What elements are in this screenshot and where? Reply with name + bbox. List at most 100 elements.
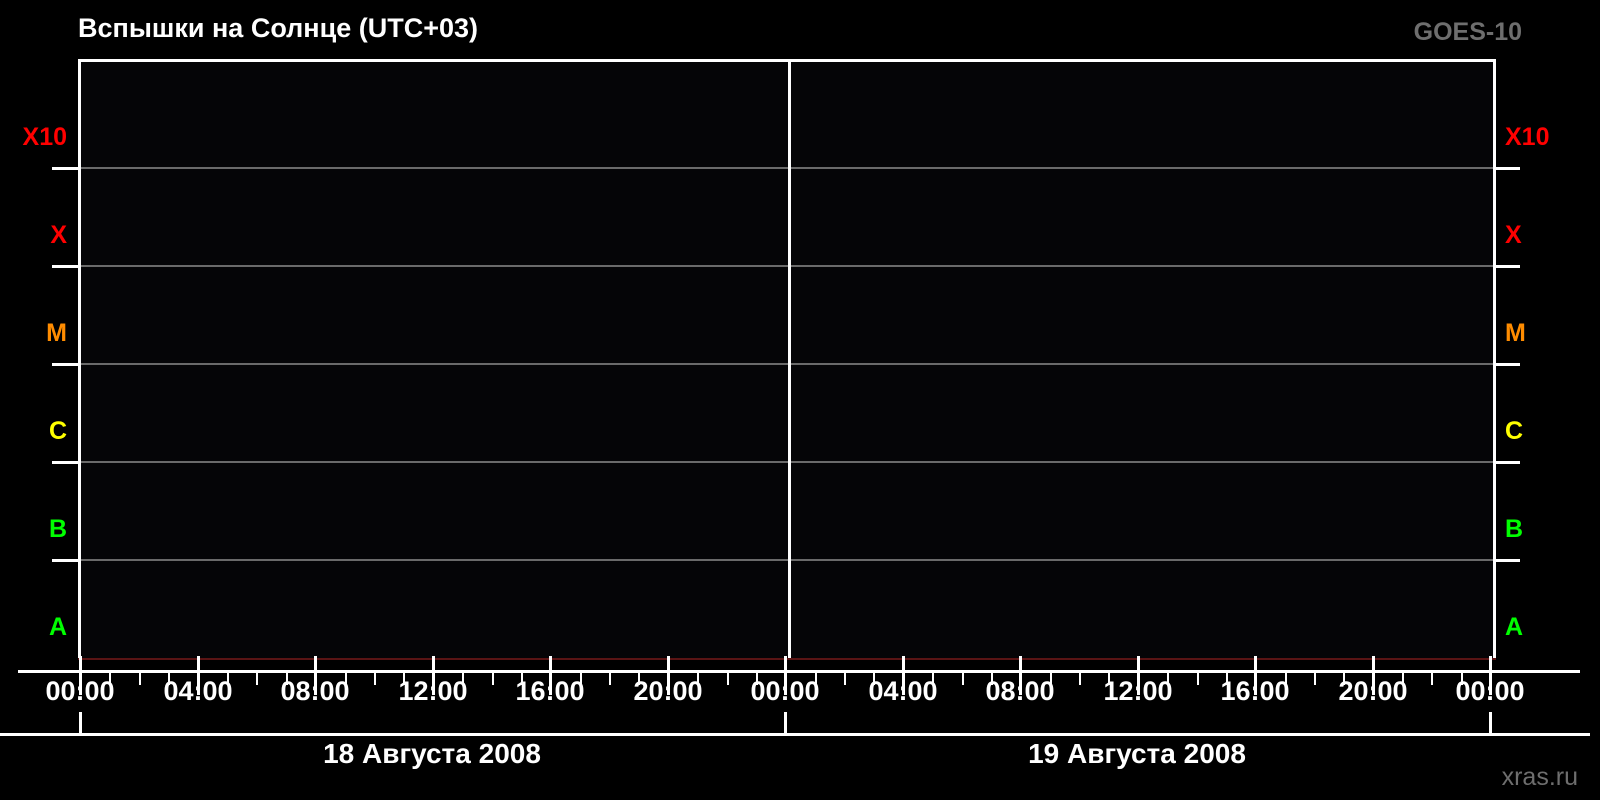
date-label-day-2: 19 Августа 2008 bbox=[1028, 738, 1246, 769]
x-tick-minor-15 bbox=[697, 673, 699, 685]
watermark: xras.ru bbox=[1501, 763, 1578, 791]
plot-top-border bbox=[78, 59, 1496, 62]
x-axis-time-label-8: 08:00 bbox=[985, 676, 1055, 706]
x-tick-major-up-0 bbox=[79, 656, 82, 670]
x-tick-minor-17 bbox=[756, 673, 758, 685]
x-tick-major-up-9 bbox=[1137, 656, 1140, 670]
y-axis-class-label-right-b: B bbox=[1505, 515, 1524, 543]
x-axis-time-label-6: 00:00 bbox=[750, 676, 820, 706]
gridline-4 bbox=[81, 559, 1493, 561]
x-tick-minor-11 bbox=[521, 673, 523, 685]
plot-area bbox=[78, 62, 1496, 658]
x-tick-major-4 bbox=[549, 673, 552, 695]
x-tick-minor-27 bbox=[1167, 673, 1169, 685]
y-axis-class-label-right-a: A bbox=[1505, 613, 1524, 641]
x-tick-minor-5 bbox=[286, 673, 288, 685]
x-tick-minor-28 bbox=[1197, 673, 1199, 685]
x-tick-major-up-7 bbox=[902, 656, 905, 670]
day-bracket-tick-1 bbox=[784, 712, 787, 734]
x-tick-minor-30 bbox=[1285, 673, 1287, 685]
x-tick-major-up-6 bbox=[784, 656, 787, 670]
plot-bottom-baseline bbox=[78, 658, 1496, 660]
y-tick-left-4 bbox=[52, 559, 78, 562]
x-tick-minor-20 bbox=[873, 673, 875, 685]
y-tick-right-4 bbox=[1494, 559, 1520, 562]
x-tick-major-up-4 bbox=[549, 656, 552, 670]
x-axis-time-label-7: 04:00 bbox=[868, 676, 938, 706]
x-tick-minor-3 bbox=[227, 673, 229, 685]
day-divider bbox=[788, 62, 791, 658]
y-tick-left-2 bbox=[52, 363, 78, 366]
x-axis-time-label-10: 16:00 bbox=[1220, 676, 1290, 706]
x-tick-minor-4 bbox=[256, 673, 258, 685]
y-axis-class-label-left-x10: X10 bbox=[22, 123, 67, 151]
x-tick-minor-22 bbox=[962, 673, 964, 685]
y-tick-right-0 bbox=[1494, 167, 1520, 170]
x-axis-time-label-11: 20:00 bbox=[1338, 676, 1408, 706]
x-tick-minor-29 bbox=[1226, 673, 1228, 685]
x-tick-major-2 bbox=[314, 673, 317, 695]
x-tick-major-up-12 bbox=[1489, 656, 1492, 670]
x-tick-major-up-5 bbox=[667, 656, 670, 670]
x-tick-major-0 bbox=[79, 673, 82, 695]
x-tick-major-up-11 bbox=[1372, 656, 1375, 670]
x-axis-time-label-5: 20:00 bbox=[633, 676, 703, 706]
x-tick-major-up-1 bbox=[197, 656, 200, 670]
x-tick-minor-35 bbox=[1461, 673, 1463, 685]
x-tick-major-3 bbox=[432, 673, 435, 695]
x-tick-minor-10 bbox=[492, 673, 494, 685]
x-tick-minor-19 bbox=[844, 673, 846, 685]
x-axis-time-label-0: 00:00 bbox=[45, 676, 115, 706]
x-axis-baseline bbox=[18, 670, 1580, 673]
day-bracket-tick-2 bbox=[1489, 712, 1492, 734]
x-tick-major-up-2 bbox=[314, 656, 317, 670]
x-tick-minor-14 bbox=[638, 673, 640, 685]
y-axis-class-label-left-x: X bbox=[50, 221, 67, 249]
satellite-label: GOES-10 bbox=[1413, 18, 1522, 46]
x-tick-minor-33 bbox=[1402, 673, 1404, 685]
y-axis-class-label-right-x10: X10 bbox=[1505, 123, 1550, 151]
day-bracket-tick-0 bbox=[79, 712, 82, 734]
x-axis-time-label-9: 12:00 bbox=[1103, 676, 1173, 706]
y-tick-left-1 bbox=[52, 265, 78, 268]
x-tick-major-up-3 bbox=[432, 656, 435, 670]
y-axis-class-label-left-m: M bbox=[46, 319, 67, 347]
y-axis-class-label-right-c: C bbox=[1505, 417, 1524, 445]
x-tick-minor-8 bbox=[403, 673, 405, 685]
x-tick-minor-6 bbox=[345, 673, 347, 685]
x-axis-time-label-2: 08:00 bbox=[280, 676, 350, 706]
x-tick-major-11 bbox=[1372, 673, 1375, 695]
x-axis-time-label-12: 00:00 bbox=[1455, 676, 1525, 706]
x-tick-major-6 bbox=[784, 673, 787, 695]
x-tick-major-5 bbox=[667, 673, 670, 695]
page-title: Вспышки на Солнце (UTC+03) bbox=[78, 13, 478, 43]
y-axis-class-label-left-a: A bbox=[48, 613, 67, 641]
date-label-day-1: 18 Августа 2008 bbox=[323, 738, 541, 769]
x-tick-major-up-10 bbox=[1254, 656, 1257, 670]
x-tick-minor-23 bbox=[991, 673, 993, 685]
gridline-1 bbox=[81, 265, 1493, 267]
x-tick-minor-26 bbox=[1108, 673, 1110, 685]
x-tick-minor-7 bbox=[374, 673, 376, 685]
y-tick-left-3 bbox=[52, 461, 78, 464]
y-axis-class-label-right-x: X bbox=[1505, 221, 1522, 249]
x-tick-minor-16 bbox=[727, 673, 729, 685]
x-tick-major-1 bbox=[197, 673, 200, 695]
x-tick-major-7 bbox=[902, 673, 905, 695]
x-tick-major-up-8 bbox=[1019, 656, 1022, 670]
x-tick-major-10 bbox=[1254, 673, 1257, 695]
x-tick-major-8 bbox=[1019, 673, 1022, 695]
y-axis-class-label-left-b: B bbox=[48, 515, 67, 543]
x-tick-minor-18 bbox=[815, 673, 817, 685]
x-tick-minor-24 bbox=[1050, 673, 1052, 685]
y-axis-class-label-left-c: C bbox=[48, 417, 67, 445]
x-tick-minor-31 bbox=[1314, 673, 1316, 685]
y-tick-right-2 bbox=[1494, 363, 1520, 366]
day-bracket-rule bbox=[0, 733, 1590, 736]
x-tick-minor-0 bbox=[109, 673, 111, 685]
y-axis-class-label-right-m: M bbox=[1505, 319, 1526, 347]
x-tick-minor-32 bbox=[1343, 673, 1345, 685]
gridline-0 bbox=[81, 167, 1493, 169]
y-tick-left-0 bbox=[52, 167, 78, 170]
